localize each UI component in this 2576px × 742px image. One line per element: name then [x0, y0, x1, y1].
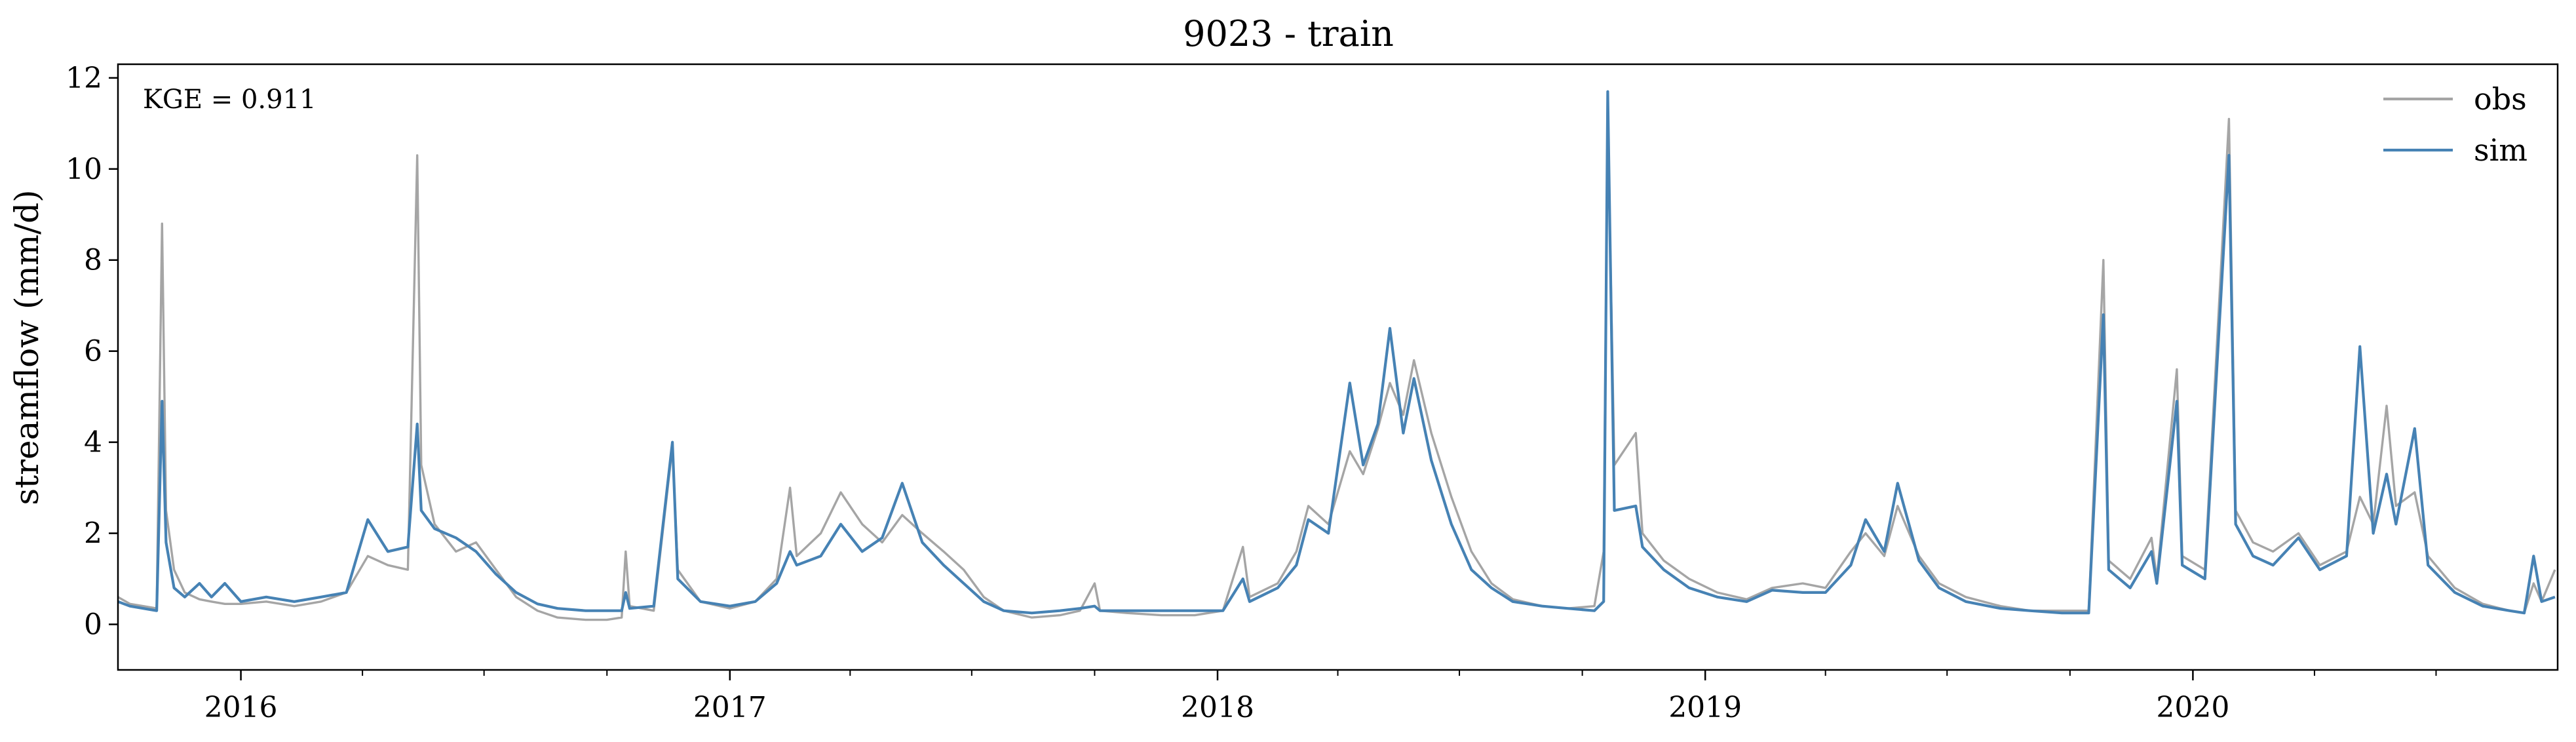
series-line-obs	[117, 113, 2556, 621]
legend-label-sim: sim	[2474, 132, 2528, 168]
x-tick-label: 2016	[204, 691, 278, 724]
y-tick-label: 12	[66, 62, 102, 95]
y-axis-title: streamflow (mm/d)	[8, 189, 46, 505]
kge-annotation: KGE = 0.911	[143, 85, 317, 115]
y-tick-label: 0	[84, 608, 102, 642]
x-tick-label: 2020	[2156, 691, 2229, 724]
plot-frame	[117, 63, 2559, 671]
x-tick-label: 2018	[1181, 691, 1254, 724]
y-tick-label: 6	[84, 335, 102, 368]
legend-label-obs: obs	[2474, 81, 2527, 117]
series-line-sim	[117, 90, 2556, 615]
chart-title: 9023 - train	[1183, 13, 1394, 54]
x-tick-label: 2017	[693, 691, 767, 724]
y-tick-label: 8	[84, 244, 102, 277]
y-tick-label: 4	[84, 426, 102, 459]
plot-area: 0 2 4 6 8 10 12 2016 2017 2018 2019 2020	[66, 62, 2559, 724]
y-tick-label: 10	[66, 153, 102, 186]
x-tick-label: 2019	[1668, 691, 1742, 724]
y-tick-label: 2	[84, 517, 102, 551]
legend: obs sim	[2383, 81, 2528, 168]
